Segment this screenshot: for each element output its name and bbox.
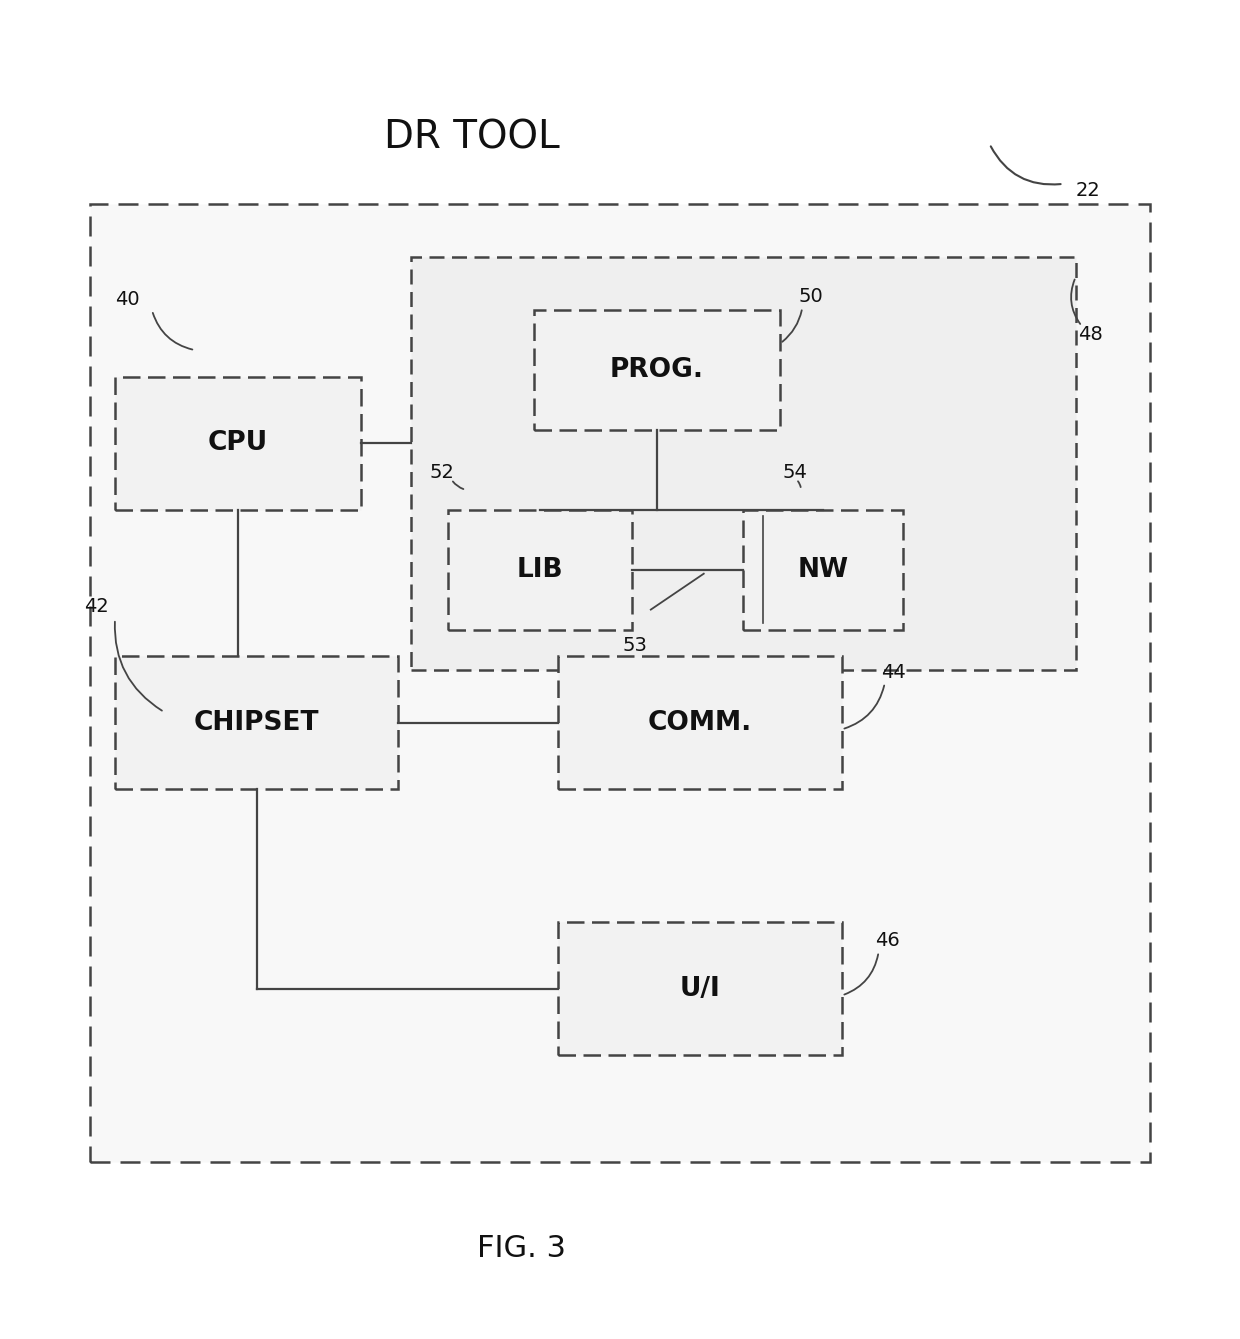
Text: 52: 52 xyxy=(429,463,454,482)
Text: LIB: LIB xyxy=(517,557,563,582)
Text: 40: 40 xyxy=(115,291,140,309)
FancyBboxPatch shape xyxy=(91,204,1149,1162)
Text: 42: 42 xyxy=(84,597,109,616)
Text: DR TOOL: DR TOOL xyxy=(384,118,560,157)
FancyBboxPatch shape xyxy=(410,257,1076,670)
Text: 50: 50 xyxy=(799,288,823,307)
Text: 53: 53 xyxy=(622,636,647,655)
Text: FIG. 3: FIG. 3 xyxy=(477,1233,565,1263)
FancyBboxPatch shape xyxy=(743,510,903,629)
Text: 54: 54 xyxy=(782,463,807,482)
Text: 48: 48 xyxy=(1078,324,1102,344)
Text: 44: 44 xyxy=(882,663,906,682)
Text: CPU: CPU xyxy=(208,430,268,457)
Text: 46: 46 xyxy=(875,932,900,951)
FancyBboxPatch shape xyxy=(448,510,632,629)
Text: NW: NW xyxy=(797,557,849,582)
Text: COMM.: COMM. xyxy=(649,710,753,735)
FancyBboxPatch shape xyxy=(558,656,842,789)
Text: CHIPSET: CHIPSET xyxy=(193,710,320,735)
FancyBboxPatch shape xyxy=(115,656,398,789)
Text: PROG.: PROG. xyxy=(610,358,704,383)
FancyBboxPatch shape xyxy=(115,376,361,510)
Text: 22: 22 xyxy=(1076,181,1100,200)
Text: U/I: U/I xyxy=(680,976,720,1002)
FancyBboxPatch shape xyxy=(533,311,780,430)
FancyBboxPatch shape xyxy=(558,923,842,1055)
